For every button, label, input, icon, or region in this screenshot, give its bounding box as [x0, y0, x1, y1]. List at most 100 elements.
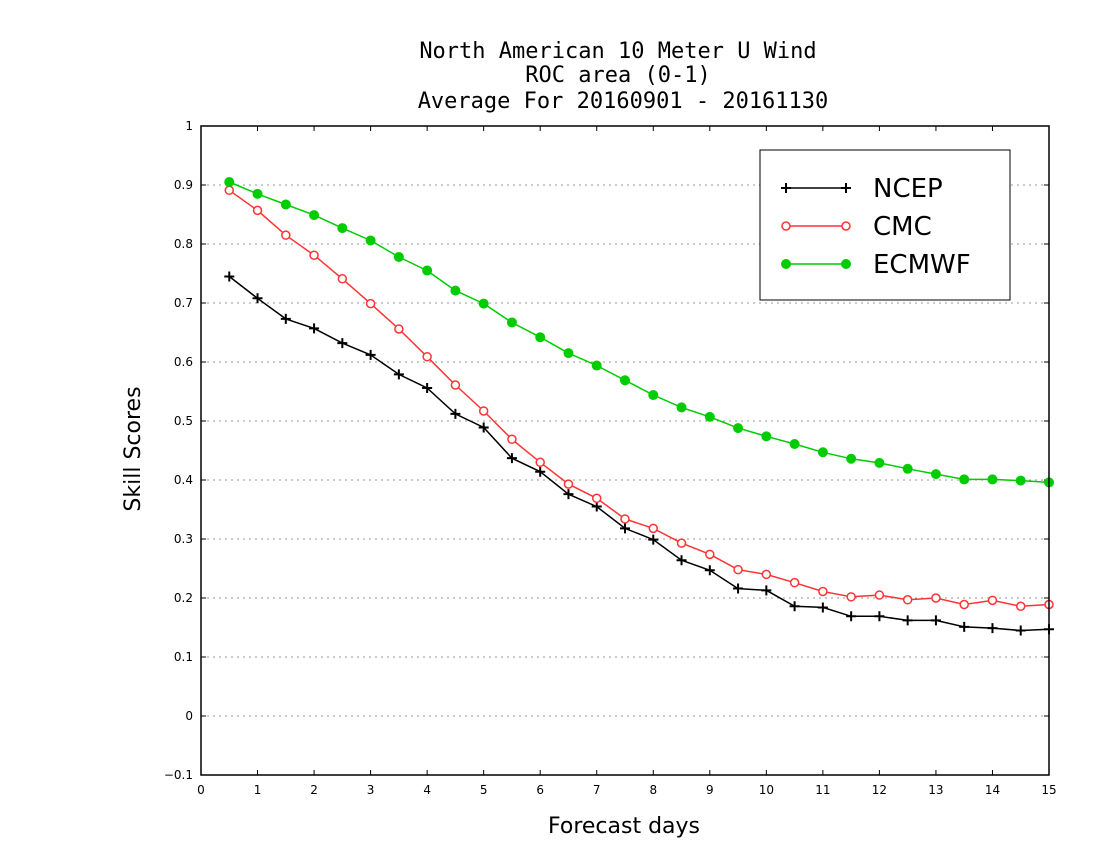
data-point-ecmwf — [930, 469, 941, 480]
y-tick-label: 1 — [185, 119, 193, 133]
y-tick-label: 0.9 — [174, 178, 193, 192]
chart-title-line-1: North American 10 Meter U Wind — [419, 39, 816, 64]
chart-title-line-3: Average For 20160901 - 20161130 — [418, 89, 829, 114]
data-point-cmc — [818, 586, 828, 597]
data-point-cmc — [789, 577, 800, 588]
x-tick-label: 7 — [593, 783, 601, 797]
y-tick-label: 0.4 — [174, 473, 193, 487]
legend-items: NCEP CMC ECMWF — [781, 174, 971, 280]
data-point-ecmwf — [817, 447, 828, 458]
data-point-ncep — [393, 369, 404, 380]
data-point-cmc — [309, 250, 319, 260]
plot-frame — [200, 125, 1050, 776]
data-point-cmc — [846, 592, 856, 602]
data-point-cmc — [902, 595, 913, 605]
x-tick-label: 10 — [759, 783, 774, 797]
data-point-cmc — [761, 569, 772, 580]
data-point-cmc — [733, 564, 743, 575]
data-point-ncep — [309, 323, 320, 334]
x-tick-label: 1 — [254, 783, 262, 797]
data-point-ncep — [478, 422, 489, 433]
data-point-ncep — [676, 555, 687, 566]
axis-ticks: −0.100.10.20.30.40.50.60.70.80.910 1 2 3 4 5 6… — [164, 119, 1057, 797]
x-tick-label: 2 — [310, 783, 318, 797]
series-ecmwf — [224, 177, 1054, 488]
data-point-ncep — [761, 585, 772, 596]
data-point-ecmwf — [563, 348, 574, 359]
data-point-cmc — [422, 351, 432, 362]
data-point-ncep — [648, 534, 659, 545]
data-point-ncep — [817, 602, 828, 613]
x-tick-label: 14 — [985, 783, 1000, 797]
y-tick-label: 0.7 — [174, 296, 193, 310]
data-point-ncep — [1015, 625, 1026, 636]
data-point-ecmwf — [365, 235, 376, 246]
x-tick-label: 8 — [649, 783, 657, 797]
y-tick-label: 0 — [185, 709, 193, 723]
data-point-cmc — [478, 406, 489, 416]
data-point-ecmwf — [337, 223, 348, 234]
y-tick-label: 0.6 — [174, 355, 193, 369]
legend-marker-cmc — [841, 221, 851, 231]
data-point-cmc — [450, 380, 461, 390]
data-point-ecmwf — [506, 317, 517, 328]
data-point-cmc — [987, 595, 998, 606]
data-point-ncep — [959, 621, 970, 632]
data-point-ecmwf — [789, 439, 800, 450]
data-point-ecmwf — [620, 375, 630, 386]
data-point-ecmwf — [761, 431, 772, 442]
legend-box — [759, 149, 1011, 301]
data-point-cmc — [252, 205, 263, 216]
data-point-ecmwf — [733, 423, 744, 434]
data-point-cmc — [365, 298, 376, 309]
data-point-ncep — [591, 501, 602, 512]
legend: NCEP CMC ECMWF — [759, 149, 1011, 301]
y-tick-label: 0.5 — [174, 414, 193, 428]
data-point-ncep — [224, 271, 235, 282]
data-point-ecmwf — [676, 402, 687, 413]
data-point-ncep — [902, 615, 913, 626]
data-point-ecmwf — [450, 285, 461, 296]
data-point-ecmwf — [959, 474, 970, 485]
data-point-ecmwf — [648, 390, 659, 401]
data-point-cmc — [535, 457, 545, 468]
data-point-cmc — [281, 230, 291, 240]
data-point-cmc — [874, 590, 885, 600]
data-point-ncep — [535, 466, 546, 477]
data-point-ecmwf — [874, 457, 885, 468]
series-line-ncep — [228, 275, 1050, 632]
data-point-cmc — [931, 593, 941, 603]
data-point-cmc — [507, 434, 517, 445]
data-point-cmc — [224, 185, 235, 196]
x-tick-label: 4 — [423, 783, 431, 797]
x-tick-label: 0 — [197, 783, 205, 797]
legend-marker-ncep — [841, 183, 851, 193]
data-point-cmc — [337, 274, 348, 284]
data-point-cmc — [563, 479, 574, 489]
data-point-ncep — [620, 523, 630, 534]
chart-title-line-2: ROC area (0-1) — [525, 63, 710, 88]
data-point-ncep — [846, 611, 857, 622]
legend-label-cmc: CMC — [873, 212, 932, 242]
data-point-ecmwf — [478, 298, 489, 309]
data-point-cmc — [676, 538, 687, 548]
data-point-ncep — [337, 338, 348, 349]
data-point-cmc — [959, 599, 969, 610]
x-tick-label: 6 — [536, 783, 544, 797]
data-point-cmc — [620, 514, 630, 524]
x-tick-label: 13 — [928, 783, 943, 797]
y-tick-label: −0.1 — [164, 768, 193, 782]
data-point-ncep — [280, 313, 291, 324]
y-tick-label: 0.1 — [174, 650, 193, 664]
data-point-ecmwf — [704, 411, 715, 422]
data-point-ecmwf — [252, 188, 263, 199]
legend-marker-ncep — [781, 183, 791, 193]
data-point-ecmwf — [591, 360, 602, 371]
data-point-ecmwf — [987, 474, 998, 485]
data-point-ncep — [422, 382, 433, 393]
data-point-ecmwf — [902, 463, 913, 474]
data-point-ncep — [563, 489, 574, 500]
data-point-ecmwf — [393, 251, 404, 262]
data-point-ncep — [789, 601, 800, 612]
